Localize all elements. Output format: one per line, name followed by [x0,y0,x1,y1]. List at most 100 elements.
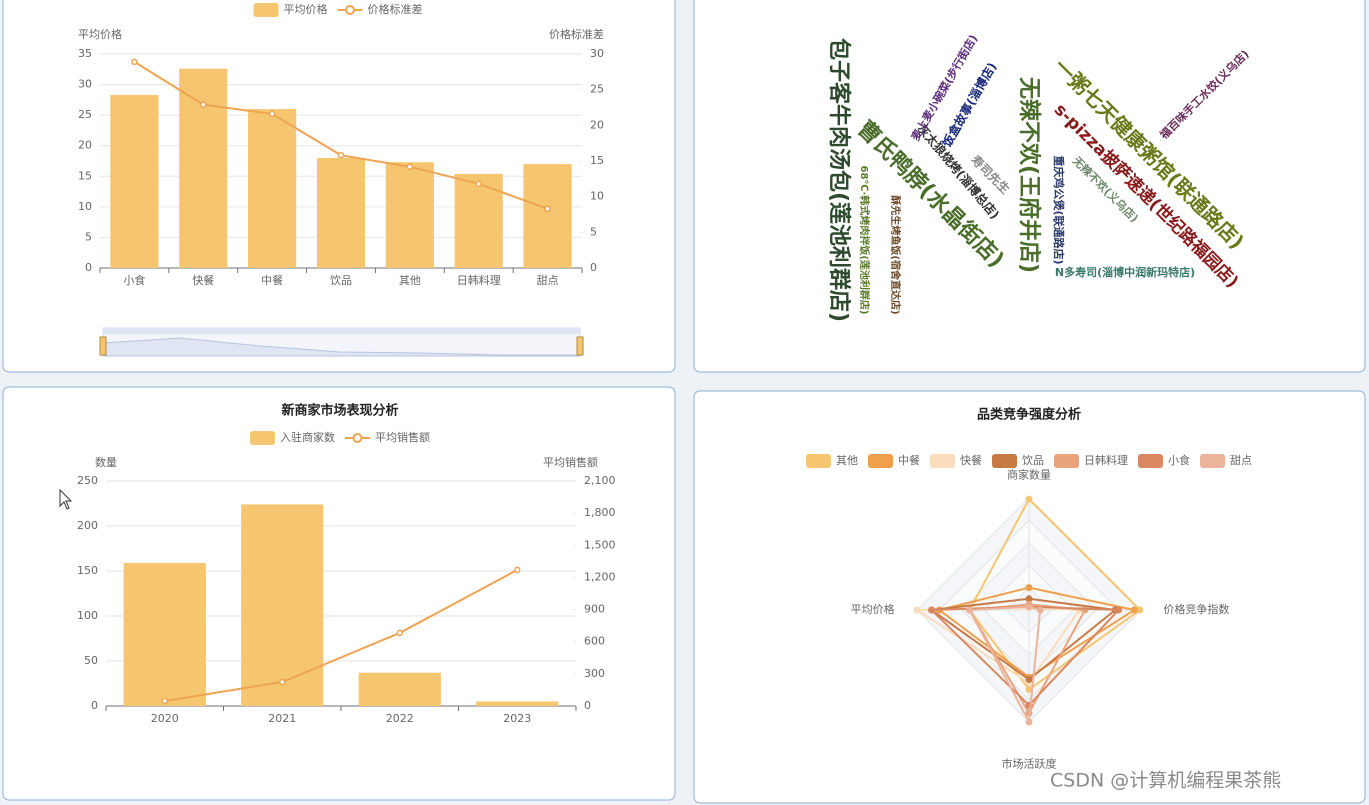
y2-tick-label: 1,500 [584,538,616,551]
legend-label: 其他 [836,454,858,467]
legend-swatch [868,454,893,468]
y-tick-label: 15 [78,169,92,182]
legend-item[interactable]: 其他 [806,454,858,468]
bar [476,701,559,706]
legend-item[interactable]: 平均价格 [253,2,328,17]
indicator-label: 平均价格 [851,602,895,616]
slider-handle[interactable] [576,336,584,356]
y-tick-label: 150 [77,564,98,577]
legend-label: 甜点 [1230,454,1252,467]
legend-swatch [1138,454,1163,468]
legend-item[interactable]: 中餐 [868,453,920,468]
radar-point [1025,584,1033,592]
bar [523,164,572,268]
panel [693,0,1366,373]
slider-handle[interactable] [99,336,107,356]
zoom-slider[interactable] [99,327,584,357]
y2-tick-label: 2,100 [584,474,616,487]
legend-item[interactable]: 日韩料理 [1054,453,1128,468]
indicator-label: 价格竞争指数 [1163,602,1229,616]
legend-label: 平均价格 [284,2,328,16]
legend-label: 平均销售额 [375,430,430,444]
bar [358,672,441,706]
line-point [131,58,138,66]
line-point [268,110,276,118]
y-tick-label: 20 [78,139,92,152]
legend-label: 小食 [1168,453,1190,467]
radar-point [1025,595,1033,603]
cursor [59,488,73,510]
radar-point [1025,603,1033,611]
legend-label: 日韩料理 [1084,453,1128,467]
legend-item[interactable]: 小食 [1138,453,1190,468]
x-tick-label: 2020 [151,712,179,725]
legend-swatch [1054,454,1079,468]
y-tick-label: 250 [77,474,98,487]
x-tick-label: 甜点 [537,274,559,287]
bar [179,68,228,268]
y-tick-label: 50 [84,654,98,667]
y-tick-label: 35 [78,47,92,60]
x-tick-label: 其他 [399,274,421,287]
y2-tick-label: 900 [584,603,605,616]
y2-axis-name: 价格标准差 [549,27,604,41]
y2-tick-label: 1,200 [584,570,616,583]
y2-tick-label: 300 [584,667,605,680]
x-tick-label: 小食 [123,273,145,287]
word[interactable]: 重庆鸡公煲(联通路店) [1052,155,1066,264]
panel [2,386,676,801]
y-tick-label: 5 [85,230,92,243]
radar-point [1136,606,1144,614]
line-point [475,180,482,188]
x-tick-label: 日韩料理 [457,273,501,287]
line-point [200,101,207,108]
line-point [279,678,286,686]
radar-point [1025,686,1033,694]
legend-label: 价格标准差 [368,2,423,16]
y2-tick-label: 30 [590,47,604,60]
y-tick-label: 25 [78,108,92,121]
y2-axis-name: 平均销售额 [543,455,598,469]
word[interactable]: 无辣不欢(王府井店) [1016,77,1042,273]
word[interactable]: N多寿司(淄博中润新玛特店) [1055,265,1195,279]
legend-label: 饮品 [1022,454,1044,467]
bar [385,162,434,268]
x-tick-label: 饮品 [330,274,352,287]
legend: 其他 中餐 快餐 饮品 日韩料理 小食 甜点 [806,453,1252,468]
legend-label: 快餐 [960,453,982,467]
y2-tick-label: 25 [590,83,604,96]
legend: 平均价格 价格标准差 [253,2,423,17]
line [164,569,518,702]
chart-title: 新商家市场表现分析 [281,403,398,419]
legend-item[interactable]: 价格标准差 [337,2,423,16]
chart-title: 品类竞争强度分析 [977,407,1081,423]
y2-tick-label: 20 [590,118,604,131]
x-tick-label: 中餐 [261,273,283,287]
y2-tick-label: 5 [590,225,597,238]
word[interactable]: 酥先生烤鱼饭(宿舍直达店) [889,195,902,314]
legend-swatch [992,454,1017,468]
legend-item[interactable]: 饮品 [992,454,1044,468]
legend-item[interactable]: 快餐 [930,453,982,468]
x-tick-label: 快餐 [192,273,214,287]
word[interactable]: 包子客牛肉汤包(莲池利群店) [826,38,852,322]
y2-tick-label: 10 [590,190,604,203]
x-tick-label: 2021 [268,712,296,725]
legend-swatch [930,454,955,468]
line-point [161,697,168,705]
indicator-label: 市场活跃度 [1002,756,1057,770]
radar-point [1025,495,1033,503]
radar-point [1025,718,1033,726]
word[interactable]: 68℃·韩式烤肉拌饭(莲池利群店) [858,166,871,315]
y-tick-label: 0 [91,699,98,712]
legend-swatch [253,3,279,17]
legend-item[interactable]: 甜点 [1200,454,1252,468]
legend-item[interactable]: 入驻商家数 [250,430,335,445]
x-tick-label: 2022 [386,712,414,725]
slider-preview [102,337,581,357]
radar-point [1115,606,1123,614]
legend-item[interactable]: 平均销售额 [345,430,430,444]
radar-point [966,606,974,614]
radar-point [1081,606,1089,614]
legend-swatch [1200,454,1225,468]
